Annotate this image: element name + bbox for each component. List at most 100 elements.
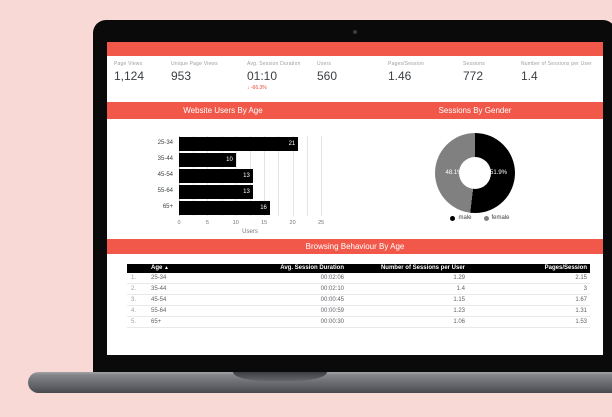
table-cell: 1.15	[453, 297, 465, 303]
kpi-sessions: Sessions 772	[463, 61, 485, 83]
table-cell: 1.67	[575, 297, 587, 303]
kpi-label: Page Views	[114, 61, 143, 67]
kpi-value: 01:10	[247, 69, 278, 83]
table-cell: 45-54	[151, 297, 167, 303]
bar-value-label: 16	[260, 205, 267, 211]
table-cell: 2.	[131, 286, 137, 292]
kpi-page-views: Page Views 1,124	[114, 61, 144, 83]
table-cell: 1.29	[453, 275, 465, 281]
category-label: 35-44	[157, 156, 173, 162]
gridline	[321, 136, 322, 216]
table-cell: 1.06	[453, 319, 465, 325]
x-tick-label: 25	[317, 220, 325, 226]
donut-ring[interactable]: 48.1% 51.9%	[435, 133, 515, 213]
table-section-header-bar: Browsing Behaviour By Age	[107, 239, 603, 254]
kpi-delta-negative: ↓ -66.3%	[247, 85, 267, 91]
browsing-behaviour-table: Age ▲ Avg. Session Duration Number of Sess…	[127, 264, 590, 328]
sort-ascending-icon: ▲	[164, 265, 169, 271]
table-row: 3. 45-54 00:00:45 1.15 1.67	[127, 295, 590, 306]
kpi-avg-session-duration: Avg. Session Duration 01:10 ↓ -66.3%	[247, 61, 301, 91]
table-cell: 3	[583, 286, 587, 292]
laptop-base-notch	[233, 372, 327, 381]
bar-chart-website-users-by-age: 21 10 13 13 16 25-34 35-44 45-54 55-64 65+ 0 5 10 1…	[107, 119, 357, 239]
kpi-value: 1.4	[521, 69, 538, 83]
bar-value-label: 21	[288, 141, 296, 147]
table-cell: 35-44	[151, 286, 167, 292]
column-header-Age[interactable]: Age ▲	[151, 265, 169, 271]
kpi-label: Unique Page Views	[171, 61, 218, 67]
chart-section-header-bar: Website Users By Age Sessions By Gender	[107, 102, 603, 119]
bar-value-label: 13	[243, 189, 250, 195]
kpi-label: Users	[317, 61, 332, 67]
table-row: 2. 35-44 00:02:10 1.4 3	[127, 284, 590, 295]
column-header-index	[127, 264, 151, 273]
table-row: 5. 65+ 00:00:30 1.06 1.53	[127, 317, 590, 328]
bar-55-64[interactable]: 13	[179, 185, 253, 199]
webcam-icon	[353, 30, 357, 34]
bar-chart-title: Website Users By Age	[183, 106, 263, 115]
table-title: Browsing Behaviour By Age	[305, 242, 405, 251]
kpi-label: Number of Sessions per User	[521, 61, 592, 67]
gridline	[264, 136, 266, 216]
kpi-label: Sessions	[463, 61, 485, 67]
column-header-Avg. Session Duration[interactable]: Avg. Session Duration	[280, 265, 344, 271]
legend-dot-male	[450, 215, 456, 221]
legend-label: male	[458, 215, 472, 221]
table-cell: 00:00:30	[320, 319, 344, 325]
kpi-label: Avg. Session Duration	[247, 61, 301, 67]
bar-25-34[interactable]: 21	[179, 137, 299, 151]
legend-item-female[interactable]: female	[483, 215, 510, 221]
kpi-value: 560	[317, 69, 338, 83]
column-header-Number of Sessions per User[interactable]: Number of Sessions per User	[380, 265, 465, 271]
table-cell: 00:02:10	[320, 286, 344, 292]
laptop-screen-bezel: Page Views 1,124 Unique Page Views 953 Avg. …	[93, 20, 612, 372]
table-cell: 1.	[131, 275, 137, 281]
donut-legend: male female	[357, 215, 603, 221]
x-tick-label: 5	[205, 220, 209, 226]
table-cell: 3.	[131, 297, 137, 303]
bar-chart-plot-area: 21 10 13 13 16	[179, 136, 322, 216]
table-cell: 55-64	[151, 308, 167, 314]
kpi-value: 1,124	[114, 69, 145, 83]
gridline	[292, 136, 294, 216]
bar-35-44[interactable]: 10	[179, 153, 236, 167]
donut-chart-sessions-by-gender: 48.1% 51.9% male female	[357, 119, 603, 239]
gridline	[306, 136, 308, 216]
laptop-base	[28, 372, 612, 393]
table-cell: 1.53	[575, 319, 587, 325]
gridline	[278, 136, 280, 216]
category-label: 55-64	[157, 188, 173, 194]
table-cell: 25-34	[151, 275, 167, 281]
table-cell: 4.	[131, 308, 137, 314]
kpi-users: Users 560	[317, 61, 337, 83]
category-label: 25-34	[157, 140, 173, 146]
kpi-unique-page-views: Unique Page Views 953	[171, 61, 218, 83]
bar-value-label: 10	[226, 157, 233, 163]
legend-label: female	[491, 215, 510, 221]
category-label: 45-54	[157, 172, 173, 178]
kpi-value: 772	[463, 69, 484, 83]
bar-65+[interactable]: 16	[179, 201, 270, 215]
table-cell: 00:02:06	[320, 275, 344, 281]
bar-value-label: 13	[243, 173, 250, 179]
table-cell: 1.23	[453, 308, 465, 314]
table-row: 4. 55-64 00:00:59 1.23 1.31	[127, 306, 590, 317]
dashboard-screen: Page Views 1,124 Unique Page Views 953 Avg. …	[107, 42, 603, 355]
female-slice-label: 48.1%	[445, 170, 463, 176]
bar-45-54[interactable]: 13	[179, 169, 253, 183]
x-tick-label: 0	[177, 220, 181, 226]
kpi-number-of-sessions-per-user: Number of Sessions per User 1.4	[521, 61, 592, 83]
male-slice-label: 51.9%	[490, 170, 508, 176]
donut-chart-title: Sessions By Gender	[438, 106, 512, 115]
table-cell: 00:00:45	[320, 297, 344, 303]
x-tick-label: 20	[289, 220, 296, 226]
table-cell: 00:00:59	[320, 308, 344, 314]
table-row: 1. 25-34 00:02:06 1.29 2.15	[127, 273, 590, 284]
table-cell: 1.4	[456, 286, 465, 292]
x-tick-label: 10	[232, 220, 239, 226]
table-cell: 5.	[131, 319, 137, 325]
legend-item-male[interactable]: male	[450, 215, 472, 221]
table-cell: 65+	[151, 319, 162, 325]
column-header-Pages/Session[interactable]: Pages/Session	[544, 265, 587, 271]
